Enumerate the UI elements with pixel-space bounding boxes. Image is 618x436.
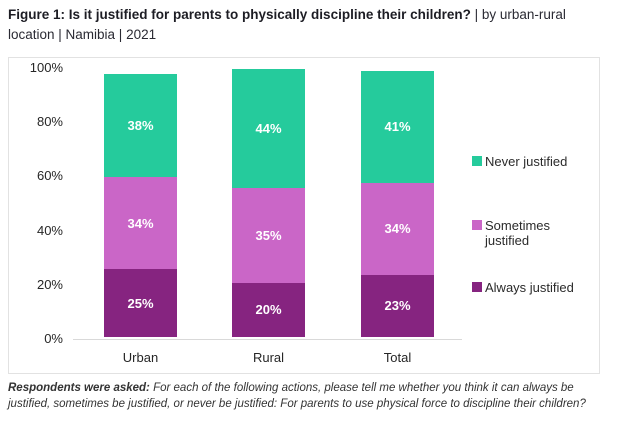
x-axis-category-label: Total bbox=[383, 350, 412, 365]
segment-value-label: 20% bbox=[255, 302, 282, 318]
figure-title-main: Figure 1: Is it justified for parents to… bbox=[8, 7, 471, 22]
x-axis-category-label: Rural bbox=[252, 350, 285, 365]
bar-segment-sometimes-justified: 35% bbox=[232, 187, 305, 283]
footnote-lead: Respondents were asked: bbox=[8, 382, 150, 394]
bar-segment-sometimes-justified: 34% bbox=[104, 177, 177, 270]
chart-panel: 0% 20% 40% 60% 80% 100% 25% 34% 38% Urban 20% 35% 44… bbox=[8, 57, 600, 374]
bar-segment-never-justified: 38% bbox=[104, 74, 177, 178]
footnote: Respondents were asked: For each of the … bbox=[8, 380, 609, 412]
y-axis-tick-label: 20% bbox=[36, 276, 63, 292]
y-axis-tick-label: 0% bbox=[44, 331, 63, 346]
bar-segment-always-justified: 25% bbox=[104, 269, 177, 337]
bar-rural: 20% 35% 44% bbox=[232, 68, 305, 337]
segment-value-label: 34% bbox=[384, 221, 411, 237]
x-axis-line bbox=[73, 339, 462, 340]
plot-area: 0% 20% 40% 60% 80% 100% 25% 34% 38% Urban 20% 35% 44… bbox=[9, 58, 599, 373]
x-axis-category-label: Urban bbox=[122, 350, 159, 365]
figure-title: Figure 1: Is it justified for parents to… bbox=[8, 5, 609, 45]
bar-segment-never-justified: 44% bbox=[232, 68, 305, 188]
segment-value-label: 23% bbox=[384, 298, 411, 314]
footnote-text: For each of the following actions, pleas… bbox=[8, 382, 586, 410]
figure-title-sub: | by urban-rural location | Namibia | 20… bbox=[8, 7, 566, 42]
bar-urban: 25% 34% 38% bbox=[104, 74, 177, 337]
y-axis-tick-label: 40% bbox=[36, 222, 63, 238]
y-axis-tick-label: 100% bbox=[29, 60, 63, 75]
y-axis-tick-label: 60% bbox=[36, 168, 63, 184]
segment-value-label: 38% bbox=[127, 118, 154, 134]
y-axis-tick-label: 80% bbox=[36, 114, 63, 130]
segment-value-label: 41% bbox=[384, 119, 411, 135]
bar-segment-always-justified: 20% bbox=[232, 282, 305, 337]
bar-total: 23% 34% 41% bbox=[361, 71, 434, 337]
segment-value-label: 35% bbox=[255, 227, 282, 243]
segment-value-label: 25% bbox=[127, 295, 154, 311]
bar-segment-always-justified: 23% bbox=[361, 274, 434, 337]
segment-value-label: 44% bbox=[255, 120, 282, 136]
bar-segment-sometimes-justified: 34% bbox=[361, 182, 434, 275]
segment-value-label: 34% bbox=[127, 215, 154, 231]
bar-segment-never-justified: 41% bbox=[361, 71, 434, 183]
